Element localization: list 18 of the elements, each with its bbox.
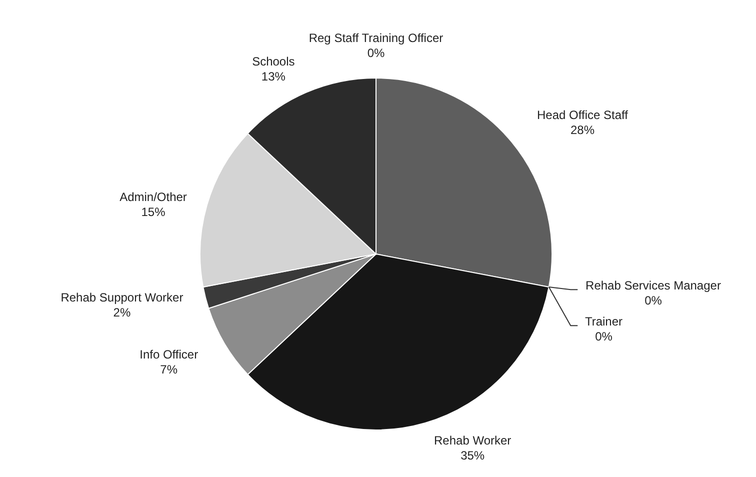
slice-label: Rehab Worker xyxy=(434,433,512,448)
slice-label: Schools xyxy=(252,54,295,69)
text: 0% xyxy=(595,330,612,344)
slice-label: Admin/Other xyxy=(120,190,187,204)
data-label: 15% xyxy=(141,204,166,219)
data-label: 35% xyxy=(460,448,485,462)
data-label: 13% xyxy=(261,70,286,84)
text: 0% xyxy=(367,46,385,60)
category-label: Trainer xyxy=(584,314,623,329)
slice-label: Head Office Staff xyxy=(537,108,629,122)
category-label: Reg Staff Training Officer xyxy=(308,31,444,45)
text: 0% xyxy=(644,294,662,308)
data-label: 7% xyxy=(160,362,178,377)
data-label: 2% xyxy=(113,305,131,320)
slice-label: Rehab Support Worker xyxy=(60,290,184,304)
slice-label: Info Officer xyxy=(140,348,198,362)
legend-label: Rehab Services Manager xyxy=(586,278,721,293)
data-label: 28% xyxy=(570,122,595,137)
